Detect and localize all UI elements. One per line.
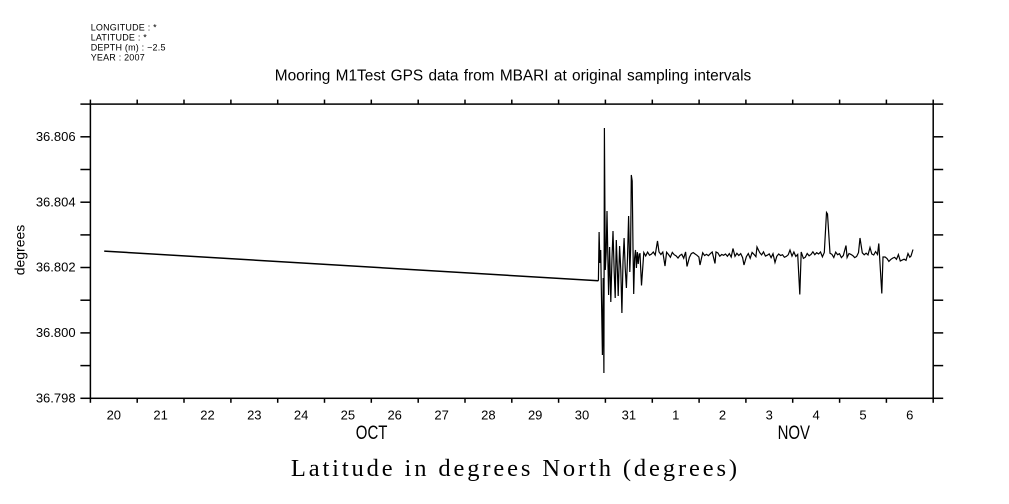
svg-text:Mooring M1Test GPS data from M: Mooring M1Test GPS data from MBARI at or… (275, 67, 752, 84)
svg-text:36.802: 36.802 (36, 260, 76, 275)
svg-text:5: 5 (859, 407, 866, 422)
svg-text:degrees: degrees (12, 225, 28, 276)
svg-text:LATITUDE : *: LATITUDE : * (91, 33, 148, 43)
svg-text:OCT: OCT (356, 421, 388, 443)
svg-text:3: 3 (766, 407, 773, 422)
svg-text:27: 27 (434, 407, 448, 422)
svg-text:6: 6 (906, 407, 913, 422)
svg-text:Latitude in degrees North (deg: Latitude in degrees North (degrees) (291, 455, 740, 482)
svg-text:21: 21 (153, 407, 167, 422)
svg-text:YEAR : 2007: YEAR : 2007 (91, 53, 145, 63)
svg-text:30: 30 (575, 407, 589, 422)
svg-text:24: 24 (294, 407, 308, 422)
svg-text:29: 29 (528, 407, 542, 422)
svg-text:25: 25 (341, 407, 355, 422)
svg-text:23: 23 (247, 407, 261, 422)
svg-text:36.806: 36.806 (36, 129, 76, 144)
svg-text:LONGITUDE : *: LONGITUDE : * (91, 23, 157, 33)
svg-text:36.800: 36.800 (36, 325, 76, 340)
svg-text:36.804: 36.804 (36, 194, 76, 209)
svg-text:2: 2 (719, 407, 726, 422)
svg-text:31: 31 (622, 407, 636, 422)
svg-text:36.798: 36.798 (36, 391, 76, 406)
svg-text:22: 22 (200, 407, 214, 422)
svg-text:4: 4 (812, 407, 819, 422)
svg-text:20: 20 (107, 407, 121, 422)
svg-text:26: 26 (387, 407, 401, 422)
svg-text:DEPTH (m) : −2.5: DEPTH (m) : −2.5 (91, 43, 166, 53)
svg-text:1: 1 (672, 407, 679, 422)
svg-text:NOV: NOV (778, 421, 811, 443)
svg-text:28: 28 (481, 407, 495, 422)
